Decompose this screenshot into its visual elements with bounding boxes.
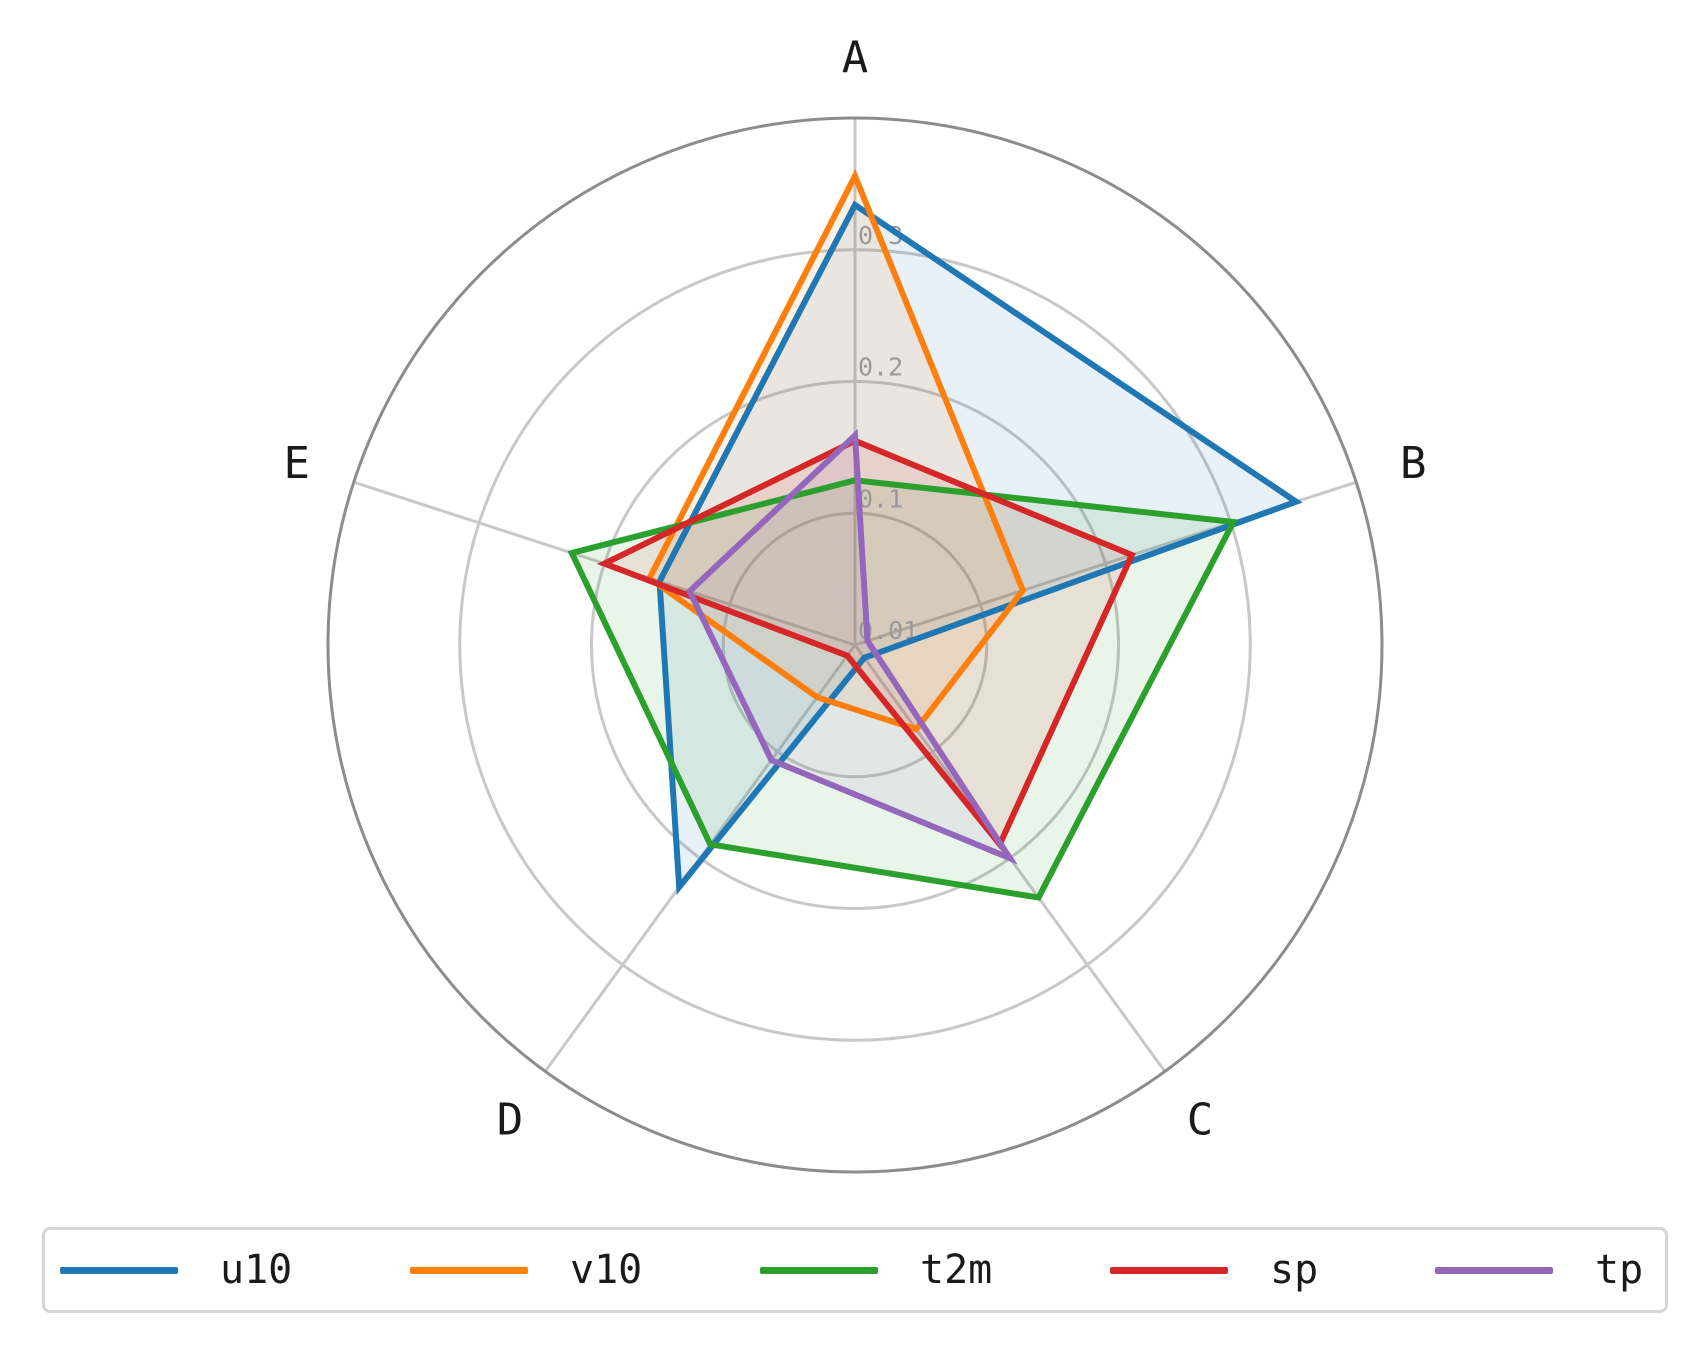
category-labels: A B C D E <box>283 33 1426 1146</box>
legend: u10 v10 t2m sp tp <box>42 1227 1668 1313</box>
legend-label: t2m <box>920 1247 993 1293</box>
legend-item-u10: u10 <box>60 1230 292 1310</box>
series-line-v10 <box>645 168 1027 733</box>
legend-item-sp: sp <box>1110 1230 1318 1310</box>
series-line-sp <box>596 437 1136 850</box>
radial-tick-label: 0.2 <box>858 353 903 382</box>
category-label-E: E <box>283 438 310 489</box>
legend-item-v10: v10 <box>410 1230 642 1310</box>
series-fill-u10 <box>659 205 1297 887</box>
category-label-B: B <box>1400 438 1427 489</box>
legend-swatch <box>60 1266 178 1274</box>
legend-item-tp: tp <box>1435 1230 1643 1310</box>
radial-tick-label: 0.1 <box>858 484 903 513</box>
category-label-C: C <box>1187 1094 1214 1145</box>
legend-item-t2m: t2m <box>760 1230 992 1310</box>
series-lines <box>567 168 1303 901</box>
legend-swatch <box>410 1266 528 1274</box>
category-label-D: D <box>497 1094 524 1145</box>
legend-swatch <box>1110 1266 1228 1274</box>
outer-ring <box>326 116 1384 1174</box>
legend-label: tp <box>1595 1247 1644 1293</box>
legend-swatch <box>760 1266 878 1274</box>
legend-label: sp <box>1270 1247 1319 1293</box>
series-line-t2m <box>567 477 1239 901</box>
legend-swatch <box>1435 1266 1553 1274</box>
category-label-A: A <box>842 33 869 84</box>
legend-label: v10 <box>570 1247 643 1293</box>
series-line-tp <box>685 428 1018 865</box>
legend-label: u10 <box>220 1247 293 1293</box>
